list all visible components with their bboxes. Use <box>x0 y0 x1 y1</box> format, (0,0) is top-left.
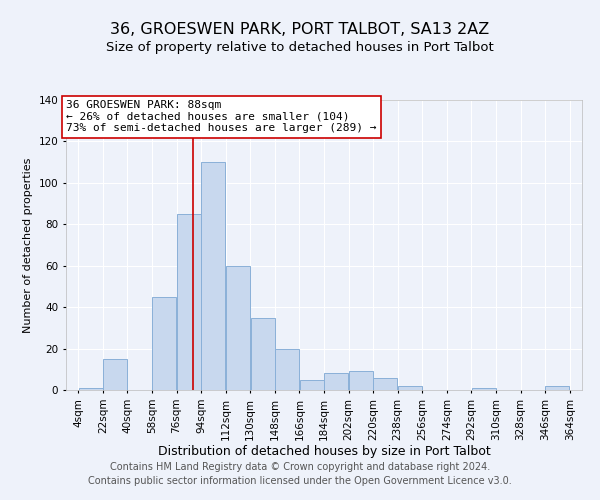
Y-axis label: Number of detached properties: Number of detached properties <box>23 158 33 332</box>
Bar <box>325 374 348 390</box>
Bar <box>226 266 250 390</box>
Text: 36, GROESWEN PARK, PORT TALBOT, SA13 2AZ: 36, GROESWEN PARK, PORT TALBOT, SA13 2AZ <box>110 22 490 38</box>
Bar <box>373 378 397 390</box>
Bar <box>152 297 176 390</box>
Bar <box>275 348 299 390</box>
Bar <box>545 386 569 390</box>
X-axis label: Distribution of detached houses by size in Port Talbot: Distribution of detached houses by size … <box>158 446 490 458</box>
Bar <box>103 359 127 390</box>
Text: 36 GROESWEN PARK: 88sqm
← 26% of detached houses are smaller (104)
73% of semi-d: 36 GROESWEN PARK: 88sqm ← 26% of detache… <box>66 100 377 133</box>
Bar <box>79 388 103 390</box>
Bar <box>300 380 323 390</box>
Bar <box>349 372 373 390</box>
Bar <box>398 386 422 390</box>
Bar <box>202 162 226 390</box>
Text: Contains public sector information licensed under the Open Government Licence v3: Contains public sector information licen… <box>88 476 512 486</box>
Text: Size of property relative to detached houses in Port Talbot: Size of property relative to detached ho… <box>106 41 494 54</box>
Text: Contains HM Land Registry data © Crown copyright and database right 2024.: Contains HM Land Registry data © Crown c… <box>110 462 490 472</box>
Bar <box>472 388 496 390</box>
Bar <box>177 214 201 390</box>
Bar <box>251 318 275 390</box>
